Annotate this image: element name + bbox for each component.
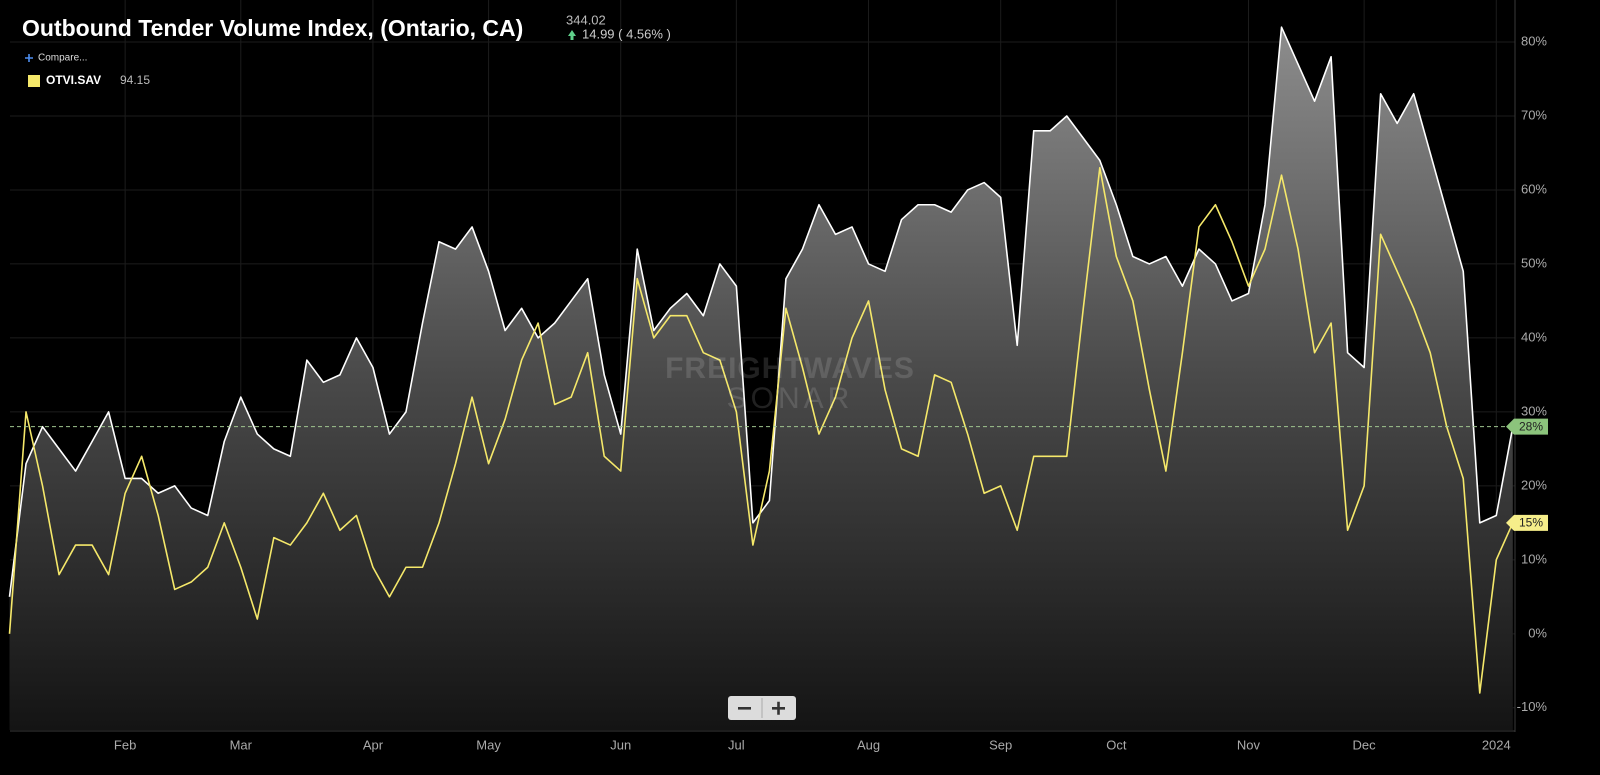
last-value-badge-label: 28% (1519, 419, 1543, 433)
x-tick-label: Aug (857, 737, 880, 752)
zoom-in[interactable] (772, 701, 785, 715)
up-arrow (568, 30, 576, 40)
plot (8, 26, 1515, 731)
legend: OTVI.SAV 94.15 (28, 73, 150, 87)
y-tick-label: 80% (1521, 33, 1547, 48)
chart-title: Outbound Tender Volume Index, (Ontario, … (22, 15, 523, 41)
zoom-control (728, 696, 796, 720)
y-tick-label: 30% (1521, 403, 1547, 418)
y-tick-label: -10% (1517, 699, 1548, 714)
last-value-badge (1506, 514, 1548, 531)
y-tick-label: 10% (1521, 551, 1547, 566)
x-tick-label: Mar (230, 737, 253, 752)
x-tick-label: Jun (610, 737, 631, 752)
x-tick-label: Sep (989, 737, 1012, 752)
legend-swatch (28, 75, 40, 87)
y-tick-label: 20% (1521, 477, 1547, 492)
legend-value: 94.15 (120, 73, 150, 87)
compare-link[interactable]: Compare... (38, 53, 87, 64)
watermark: FREIGHTWAVES (665, 352, 915, 385)
x-tick-label: Apr (363, 737, 384, 752)
x-tick-label: 2024 (1482, 737, 1511, 752)
x-tick-label: Jul (728, 737, 745, 752)
x-tick-label: Oct (1106, 737, 1127, 752)
last-value-badge-label: 15% (1519, 516, 1543, 530)
legend-label: OTVI.SAV (46, 73, 101, 87)
area (9, 27, 1513, 731)
y-tick-label: 0% (1528, 625, 1547, 640)
x-tick-label: May (476, 737, 501, 752)
zoom-out[interactable] (738, 707, 751, 710)
x-tick-label: Nov (1237, 737, 1261, 752)
watermark: SONAR (727, 382, 854, 415)
y-tick-label: 40% (1521, 329, 1547, 344)
change: 14.99 ( 4.56% ) (582, 26, 671, 41)
line (8, 26, 1514, 597)
y-tick-label: 70% (1521, 107, 1547, 122)
line (8, 166, 1514, 694)
x-tick-label: Feb (114, 737, 136, 752)
last-value: 344.02 (566, 12, 606, 27)
y-tick-label: 60% (1521, 181, 1547, 196)
y-tick-label: 50% (1521, 255, 1547, 270)
axes: -10% 0% 10% 20% 30% 40% 50% 60% 70% 80% Feb Mar Apr M… (114, 33, 1548, 752)
x-tick-label: Dec (1353, 737, 1377, 752)
last-value-badge (1506, 418, 1548, 435)
compare-icon[interactable] (25, 54, 33, 62)
